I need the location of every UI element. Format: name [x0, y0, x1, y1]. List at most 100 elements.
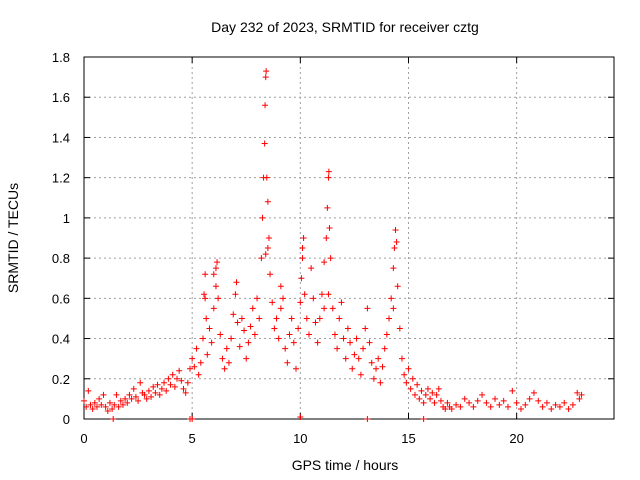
data-point [110, 416, 117, 422]
data-point [197, 359, 204, 366]
data-point [437, 397, 444, 404]
data-point [263, 174, 270, 181]
data-point [171, 383, 178, 390]
data-point [273, 315, 280, 322]
data-point [271, 325, 278, 332]
data-point [176, 367, 183, 374]
data-point [277, 305, 284, 312]
data-point [122, 395, 129, 402]
data-point [383, 331, 390, 338]
data-point [418, 387, 425, 394]
data-point [416, 395, 423, 402]
data-point [470, 403, 477, 410]
data-point [195, 371, 202, 378]
y-axis-label: SRMTID / TECUs [5, 183, 21, 293]
x-tick-label: 5 [189, 431, 196, 446]
data-point [154, 381, 161, 388]
data-point [245, 339, 252, 346]
data-point [324, 204, 331, 211]
data-point [399, 355, 405, 362]
data-point [223, 345, 230, 352]
y-tick-label: 1 [63, 211, 70, 226]
data-point [347, 339, 354, 346]
data-point [381, 345, 388, 352]
data-point [191, 363, 198, 370]
data-point [187, 365, 193, 372]
data-point [262, 251, 269, 258]
data-point [286, 331, 293, 338]
data-point [474, 397, 481, 404]
data-point [492, 395, 499, 402]
y-tick-label: 0.2 [52, 372, 70, 387]
data-point [329, 305, 336, 312]
data-point [565, 405, 572, 412]
data-point [370, 375, 377, 382]
data-point [161, 379, 168, 386]
data-point [505, 403, 511, 410]
data-point [202, 295, 209, 302]
data-point [364, 416, 371, 422]
data-point [165, 375, 172, 382]
data-point [102, 403, 109, 410]
data-point [325, 174, 332, 181]
data-point [522, 401, 529, 408]
data-point [184, 379, 191, 386]
data-point [403, 379, 410, 386]
data-point [238, 315, 245, 322]
data-point [300, 235, 307, 241]
data-point [377, 379, 384, 386]
data-point [539, 403, 546, 410]
data-point [314, 339, 321, 346]
data-point [264, 198, 271, 205]
data-point [143, 395, 150, 402]
data-point [262, 102, 269, 109]
data-point [152, 389, 159, 396]
data-point [321, 259, 328, 266]
data-point [264, 245, 271, 252]
data-point [233, 279, 240, 286]
data-point [316, 315, 323, 322]
data-point [409, 375, 416, 382]
data-point [212, 283, 219, 290]
data-point [500, 397, 507, 404]
data-point [578, 391, 585, 398]
data-point [433, 391, 440, 398]
data-point [203, 315, 210, 322]
data-point [148, 393, 155, 400]
data-point [178, 377, 185, 384]
x-tick-label: 20 [509, 431, 523, 446]
y-tick-labels: 0 0.2 0.4 0.6 0.8 1 1.2 1.4 1.6 1.8 [52, 50, 70, 427]
data-point [386, 315, 393, 322]
y-tick-label: 1.8 [52, 50, 70, 65]
data-point [420, 399, 427, 406]
data-point [513, 399, 520, 406]
data-point [259, 214, 266, 221]
data-point [344, 325, 351, 332]
data-point [104, 407, 111, 414]
data-point [353, 335, 360, 342]
data-point [225, 359, 232, 366]
data-point [390, 265, 397, 272]
data-point [305, 331, 312, 338]
data-point [303, 315, 310, 322]
plot-frame [83, 56, 615, 420]
data-point [128, 395, 135, 402]
data-point [189, 355, 196, 362]
data-point [548, 405, 555, 412]
data-point [100, 391, 107, 398]
data-point [349, 365, 356, 372]
data-point [331, 331, 338, 338]
data-point [429, 389, 436, 396]
data-point [87, 401, 94, 408]
data-point [427, 395, 434, 402]
data-point [448, 405, 455, 412]
data-point [431, 399, 438, 406]
data-point [325, 168, 332, 175]
data-point [124, 399, 131, 406]
data-point [574, 389, 581, 396]
data-point [262, 74, 269, 81]
data-point [254, 295, 261, 302]
data-point [323, 235, 330, 241]
data-point [509, 387, 516, 394]
